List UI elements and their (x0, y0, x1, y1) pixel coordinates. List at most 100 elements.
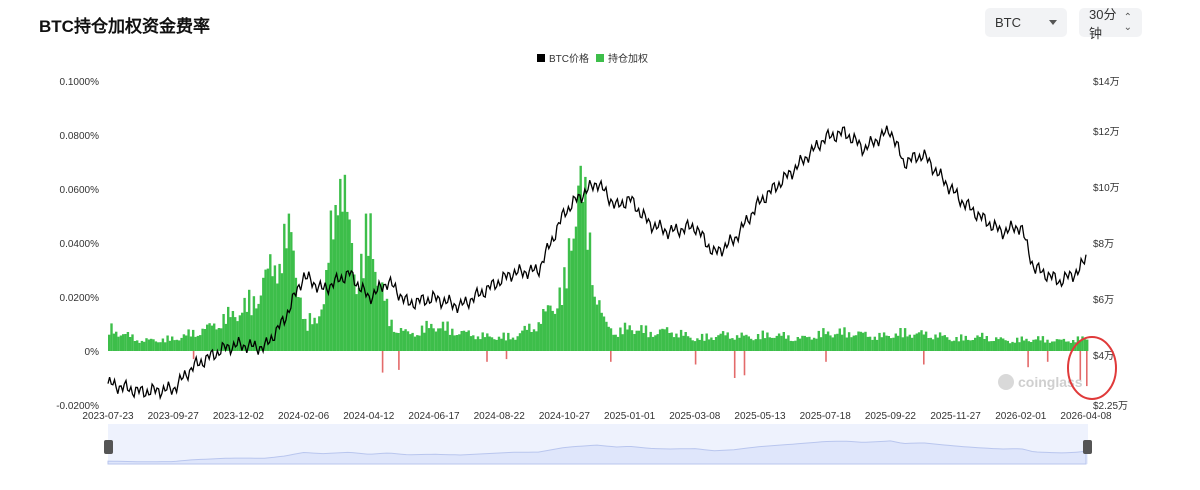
legend-label-funding[interactable]: 持仓加权 (608, 52, 648, 65)
funding-bar (490, 337, 494, 351)
symbol-select[interactable]: BTC (985, 8, 1067, 37)
funding-bar (768, 337, 771, 351)
funding-bar (1006, 340, 1009, 351)
funding-bar (266, 268, 270, 351)
funding-bar (749, 338, 753, 351)
funding-bar (976, 335, 979, 351)
funding-bar (453, 335, 456, 351)
funding-bar (777, 333, 781, 351)
funding-bar (903, 328, 907, 351)
navigator-right-handle[interactable] (1083, 440, 1092, 454)
funding-bar (469, 336, 473, 351)
funding-bar (563, 267, 566, 351)
funding-bar (189, 336, 193, 351)
funding-bar (805, 337, 809, 351)
funding-bar (910, 337, 914, 351)
funding-bar (362, 278, 365, 351)
funding-bar (262, 277, 265, 351)
funding-bar (815, 338, 818, 351)
funding-bar (194, 336, 197, 351)
funding-bar (642, 333, 645, 351)
x-tick-label: 2025-05-13 (734, 411, 786, 422)
funding-bar (460, 331, 463, 351)
funding-bar (738, 337, 741, 351)
funding-bar (929, 337, 932, 351)
funding-bar (1083, 339, 1087, 351)
funding-bar (871, 339, 874, 351)
funding-bar (822, 328, 825, 351)
right-tick-label: $2.25万 (1093, 401, 1128, 412)
funding-bar (1011, 341, 1014, 351)
funding-bar (913, 334, 916, 351)
funding-bar (726, 332, 729, 351)
funding-bar (530, 332, 533, 351)
left-tick-label: 0.1000% (60, 77, 100, 88)
funding-bar (602, 316, 606, 351)
x-tick-label: 2024-04-12 (343, 411, 395, 422)
funding-bar (395, 332, 398, 351)
funding-bar (686, 336, 690, 351)
funding-bar (794, 340, 797, 351)
funding-bar (439, 328, 442, 351)
funding-bar (418, 335, 421, 351)
x-tick-label: 2023-12-02 (213, 411, 265, 422)
funding-bar (567, 238, 571, 351)
range-navigator[interactable] (104, 424, 1092, 465)
funding-bar (140, 340, 144, 351)
funding-bar (528, 323, 531, 351)
funding-bar (826, 331, 830, 351)
funding-bar (441, 321, 445, 351)
funding-bar (938, 332, 942, 351)
funding-bar (588, 232, 592, 351)
funding-bar (766, 332, 769, 351)
funding-bar (782, 332, 785, 351)
funding-bar (451, 328, 454, 351)
funding-bar (703, 340, 706, 351)
funding-bar (215, 329, 218, 351)
funding-bar (511, 337, 515, 351)
funding-bar (787, 335, 790, 351)
funding-bar (696, 338, 699, 351)
funding-bar (824, 334, 827, 351)
legend-label-price[interactable]: BTC价格 (549, 52, 589, 65)
funding-bar (273, 265, 277, 351)
funding-bar (728, 338, 732, 351)
funding-bar (955, 337, 958, 351)
funding-bar (577, 185, 580, 351)
funding-bar (180, 337, 183, 351)
funding-bar (983, 339, 986, 351)
funding-bar (936, 337, 939, 351)
funding-bar (271, 276, 274, 351)
funding-bar (985, 336, 988, 351)
navigator-left-handle[interactable] (104, 440, 113, 454)
funding-bar (1009, 343, 1012, 351)
funding-bar (404, 329, 407, 351)
funding-bar (619, 327, 622, 351)
funding-bar (885, 335, 888, 351)
funding-bar (705, 333, 708, 351)
funding-bar (432, 328, 435, 351)
funding-bar (544, 311, 547, 351)
funding-bar (896, 335, 900, 351)
interval-select[interactable]: 30分钟 ⌃ ⌄ (1079, 7, 1142, 41)
funding-bar (803, 335, 806, 351)
funding-bar (600, 312, 603, 351)
funding-bar (658, 329, 662, 351)
funding-bar (693, 341, 697, 351)
funding-bar (892, 337, 895, 351)
funding-bar (486, 333, 489, 351)
funding-bar (542, 309, 545, 351)
funding-bar (318, 316, 321, 351)
funding-bar (875, 339, 879, 351)
funding-bar (320, 309, 323, 351)
funding-bar (584, 176, 587, 351)
funding-bar (245, 311, 249, 351)
funding-bar (332, 239, 335, 351)
funding-bar (899, 328, 902, 351)
funding-bar (962, 340, 965, 351)
funding-bar (166, 335, 169, 351)
funding-bar (752, 340, 755, 351)
funding-bar (423, 332, 426, 351)
funding-bar (882, 332, 886, 351)
